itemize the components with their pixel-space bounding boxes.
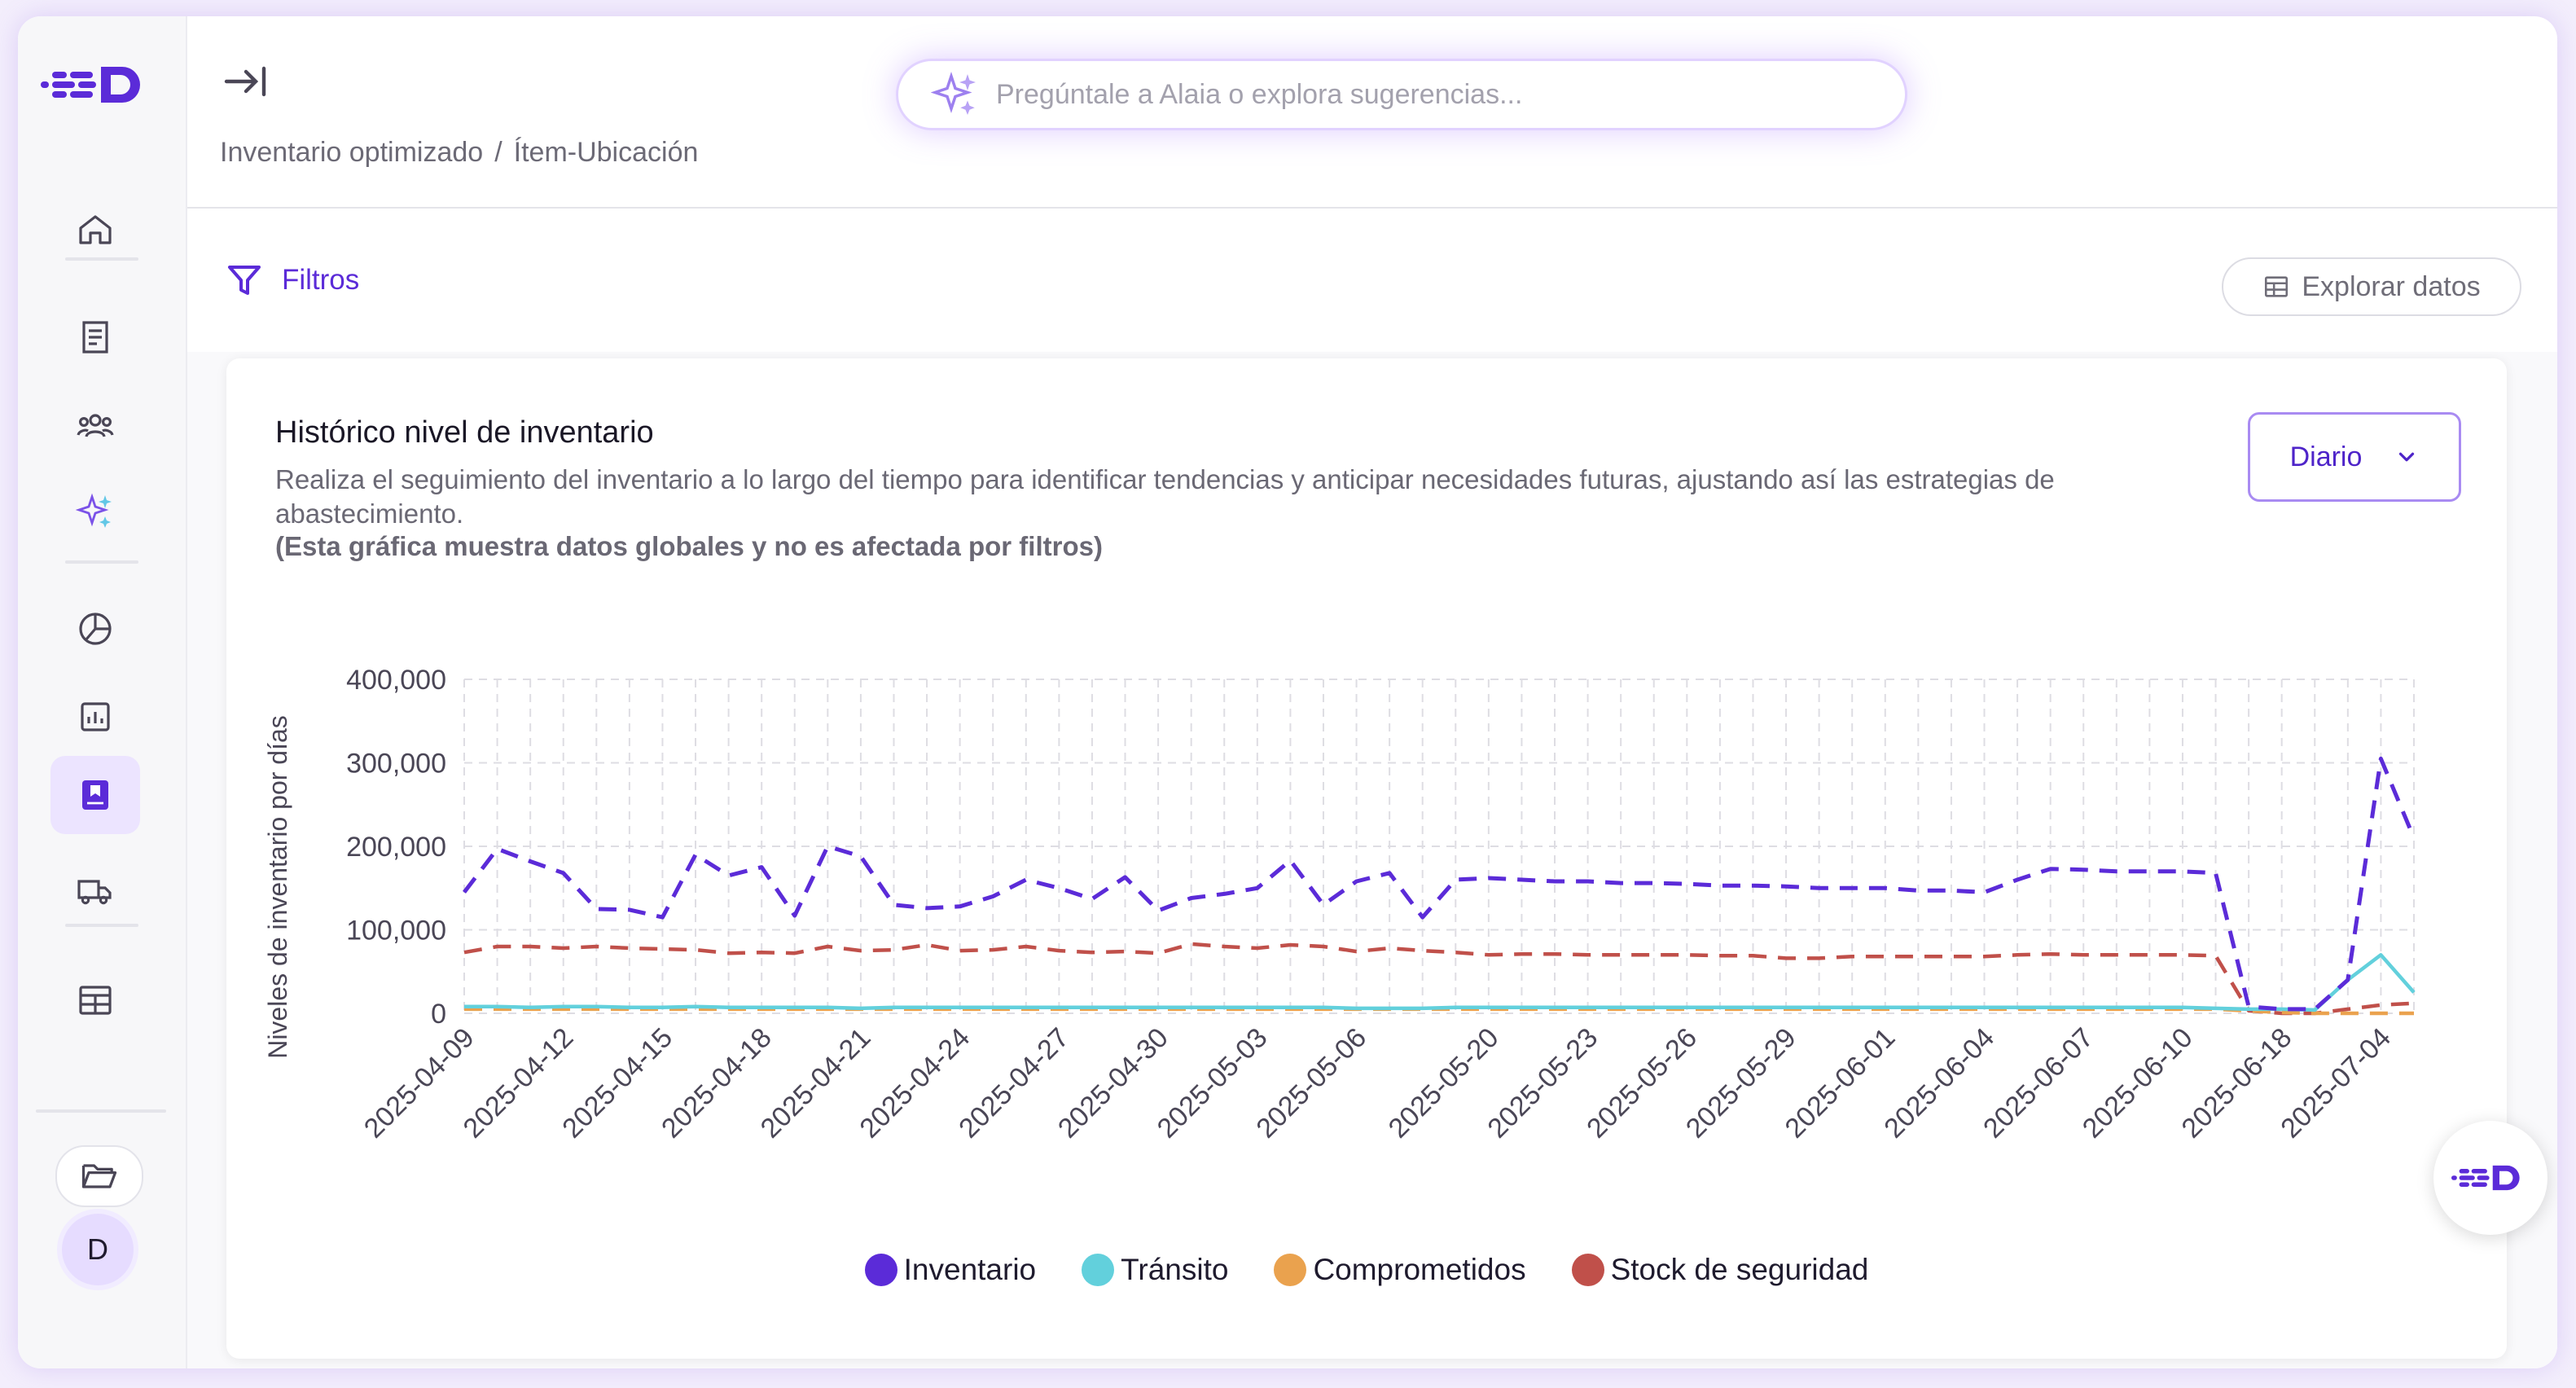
card-title: Histórico nivel de inventario [275,415,654,450]
nav-divider [65,924,138,927]
search-input[interactable] [994,77,1905,112]
chart-legend: Inventario Tránsito Comprometidos Stock de … [226,1253,2507,1287]
legend-item[interactable]: Comprometidos [1274,1253,1526,1287]
sidebar-item-analytics[interactable] [50,590,140,668]
avatar-initial: D [87,1232,108,1266]
bookmark-icon [82,780,108,810]
truck-icon [77,880,112,905]
users-icon [77,414,114,437]
card-note: (Esta gráfica muestra datos globales y n… [275,531,1103,561]
sidebar: D [18,16,187,1368]
assistant-fab[interactable] [2433,1121,2547,1235]
filters-button[interactable]: Filtros [225,261,359,300]
series-line-stock-de-seguridad [463,942,2415,1016]
legend-swatch [864,1254,897,1286]
sidebar-item-home[interactable] [50,191,140,269]
filters-bar: Filtros Explorar datos [187,209,2557,354]
sparkles-icon [76,493,112,528]
y-axis-label: Niveles de inventario por días [263,715,292,1059]
y-tick-label: 400,000 [346,665,446,696]
legend-swatch [1571,1254,1604,1286]
legend-label: Inventario [903,1253,1037,1286]
y-tick-label: 100,000 [346,916,446,947]
main-content: Histórico nivel de inventario Realiza el… [187,352,2557,1368]
nav-divider [65,257,138,261]
legend-swatch [1082,1254,1115,1286]
y-tick-label: 0 [431,999,446,1030]
receipt-icon [82,321,108,354]
legend-label: Stock de seguridad [1610,1253,1869,1286]
collapse-sidebar-icon[interactable] [223,62,269,101]
sidebar-item-shipping[interactable] [50,852,140,930]
series-line-tr-nsito [464,953,2416,1012]
inventory-line-chart: 0100,000200,000300,000400,0002025-04-092… [263,665,2416,1144]
sparkles-icon [931,71,976,115]
sidebar-item-tables[interactable] [50,961,140,1039]
header: Inventario optimizado / Ítem-Ubicación [187,16,2557,209]
series-line-inventario [463,756,2416,1012]
legend-item[interactable]: Inventario [864,1253,1037,1287]
period-select-value: Diario [2289,441,2363,472]
sidebar-item-ai[interactable] [50,472,140,551]
period-select[interactable]: Diario [2248,412,2461,502]
user-avatar[interactable]: D [62,1214,134,1285]
filters-label: Filtros [282,264,360,296]
pie-chart-icon [79,613,112,645]
table-icon [2265,276,2289,297]
legend-item[interactable]: Tránsito [1082,1253,1228,1287]
y-tick-label: 300,000 [346,749,446,780]
folder-open-icon [81,1164,117,1188]
inventory-history-card: Histórico nivel de inventario Realiza el… [226,358,2507,1359]
y-tick-label: 200,000 [346,832,446,863]
breadcrumb-separator: / [494,137,502,168]
brand-logo-icon [2451,1165,2520,1191]
explore-data-label: Explorar datos [2302,270,2481,302]
legend-label: Tránsito [1121,1253,1229,1286]
filter-icon [228,266,261,295]
explore-data-button[interactable]: Explorar datos [2222,257,2521,316]
sidebar-item-orders[interactable] [50,298,140,376]
breadcrumb-item-inventory[interactable]: Inventario optimizado [220,137,484,168]
legend-label: Comprometidos [1313,1253,1526,1286]
sidebar-item-reports[interactable] [50,678,140,756]
breadcrumb: Inventario optimizado / Ítem-Ubicación [220,137,698,169]
bar-chart-icon [81,702,110,731]
legend-item[interactable]: Stock de seguridad [1571,1253,1869,1287]
legend-swatch [1274,1254,1307,1286]
breadcrumb-item-current: Ítem-Ubicación [513,137,699,168]
brand-logo[interactable] [41,60,155,109]
nav-divider [65,560,138,564]
sidebar-item-team[interactable] [50,386,140,464]
nav-divider [36,1109,166,1113]
sidebar-item-inventory[interactable] [50,756,140,834]
folder-button[interactable] [55,1145,143,1207]
ai-search-bar[interactable] [896,59,1907,130]
chevron-down-icon [2399,452,2415,462]
app-window: D Inventario optimizado / Ítem-Ubicación… [18,16,2557,1368]
home-icon [79,215,112,244]
table-icon [79,986,112,1015]
card-description: Realiza el seguimiento del inventario a … [275,464,2055,529]
